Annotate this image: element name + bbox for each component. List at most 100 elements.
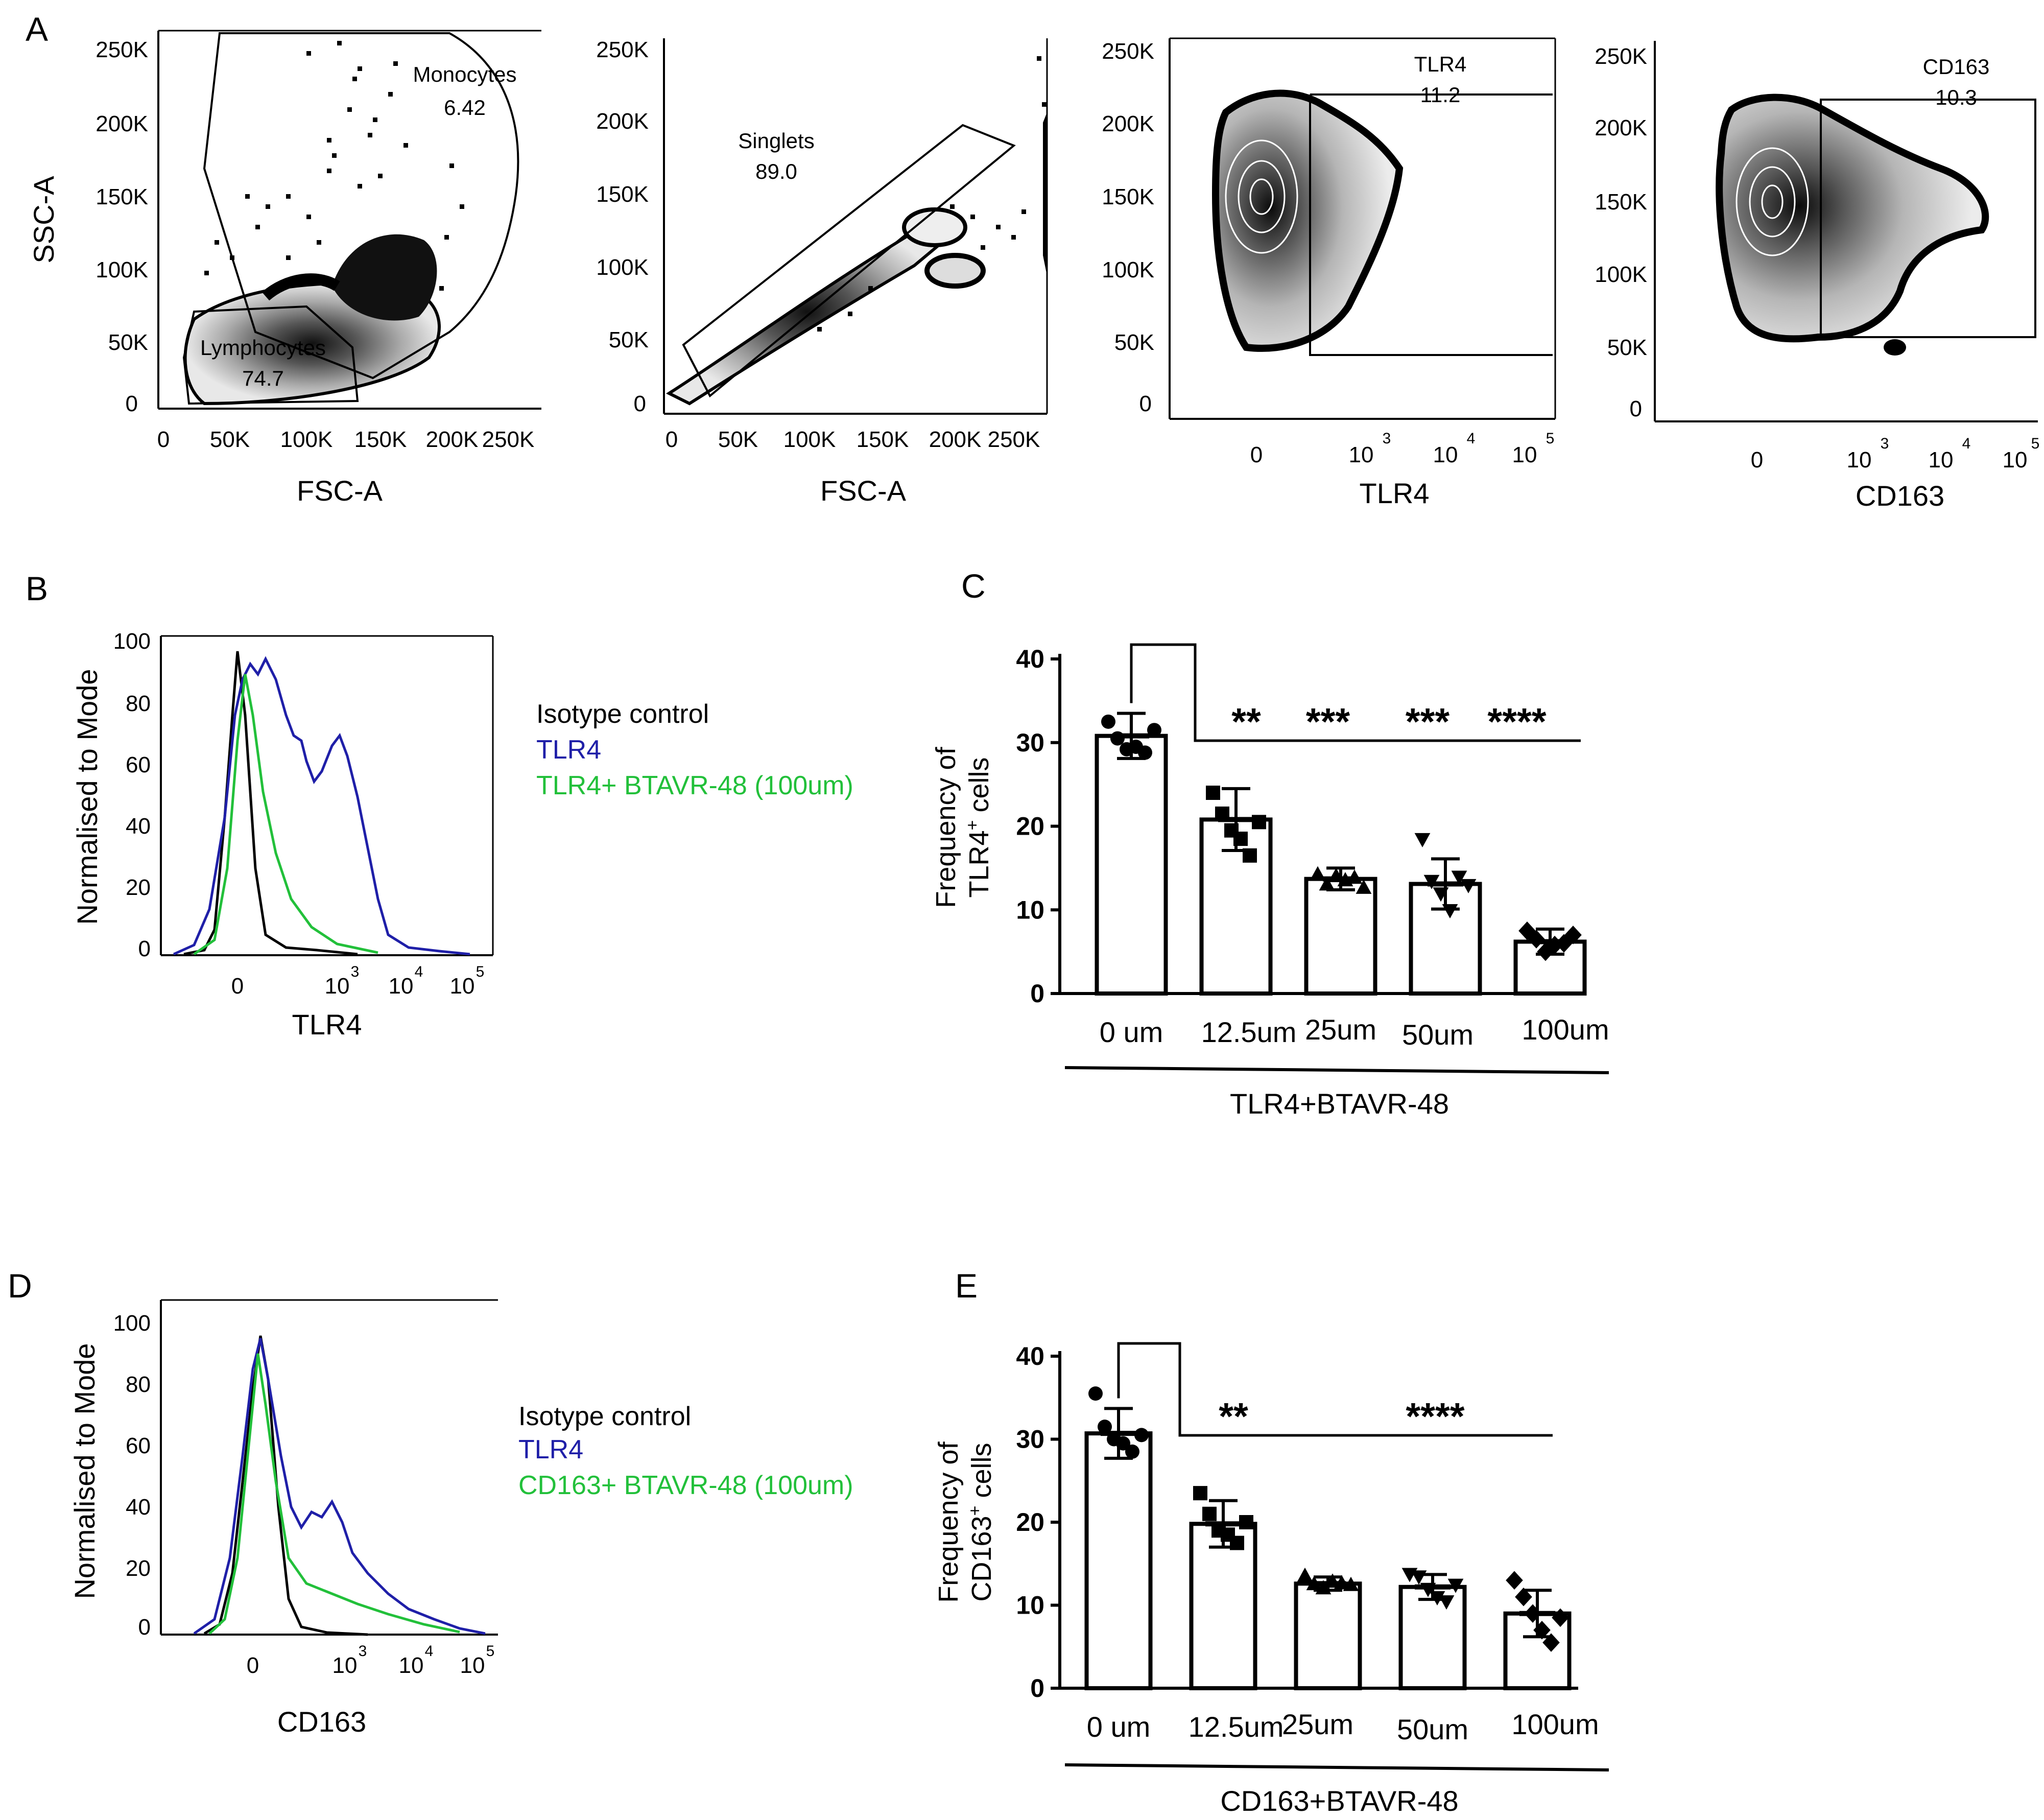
log-tick: 10 [450, 974, 475, 999]
legend-treated: CD163+ BTAVR-48 (100um) [518, 1471, 853, 1500]
data-point [1506, 1571, 1523, 1590]
histogram-cd163: 100 80 60 40 20 0 0 10 3 10 4 10 5 Norma… [68, 1299, 853, 1738]
data-point [1098, 1420, 1112, 1434]
category-label: 100um [1511, 1708, 1599, 1740]
data-point [1414, 833, 1431, 847]
ssc-tick: 250K [1102, 39, 1154, 64]
gate-label-monocytes: Monocytes [413, 62, 516, 86]
hist-y-tick: 100 [113, 1311, 151, 1336]
log-tick: 10 [1847, 447, 1872, 472]
data-point [1356, 879, 1372, 894]
fsc-tick: 100K [783, 427, 836, 452]
gating-plot-cd163: 250K 200K 150K 100K 50K 0 0 10 3 10 4 10… [1595, 41, 2039, 512]
category-label: 100um [1522, 1013, 1609, 1046]
group-underline [1064, 1763, 1609, 1771]
significance-stars: ** [1231, 700, 1261, 743]
group-label: TLR4+BTAVR-48 [1230, 1088, 1449, 1120]
fsc-tick: 250K [988, 427, 1040, 452]
log-tick: 0 [1751, 447, 1763, 472]
x-axis-label-tlr4: TLR4 [1360, 477, 1430, 509]
data-point [1147, 723, 1161, 738]
ssc-tick: 0 [634, 391, 646, 416]
log-tick: 10 [399, 1653, 424, 1678]
y-tick-label: 20 [1016, 1508, 1044, 1537]
ssc-ticks-1: 250K 200K 150K 100K 50K 0 [96, 37, 148, 416]
hist-y-tick: 0 [138, 936, 151, 961]
data-point [1239, 1515, 1253, 1529]
gate-label-singlets: Singlets [738, 129, 814, 153]
hist-y-tick: 80 [126, 691, 151, 716]
hist-x-label: CD163 [277, 1706, 366, 1738]
bar [1398, 1585, 1467, 1690]
ssc-tick: 0 [1630, 396, 1642, 421]
significance-stars: ** [1219, 1395, 1248, 1437]
x-axis-label-fsc-2: FSC-A [820, 475, 907, 507]
legend-isotype: Isotype control [536, 699, 709, 729]
significance-bracket [1130, 643, 1581, 742]
hist-x-label: TLR4 [292, 1008, 362, 1041]
gate-value-tlr4: 11.2 [1420, 83, 1461, 107]
log-tick: 10 [460, 1653, 485, 1678]
gating-plot-tlr4: 250K 200K 150K 100K 50K 0 0 10 3 10 4 10… [1102, 37, 1556, 509]
log-exp: 3 [1383, 430, 1391, 447]
panel-label-c: C [961, 567, 986, 605]
category-label: 0 um [1100, 1016, 1163, 1048]
hist-y-tick: 0 [138, 1615, 151, 1640]
log-exp: 5 [1546, 430, 1555, 447]
bar [1294, 1581, 1362, 1690]
ssc-tick: 100K [596, 255, 649, 280]
ssc-tick: 250K [96, 37, 148, 62]
panel-label-d: D [8, 1267, 32, 1305]
fsc-tick: 50K [718, 427, 758, 452]
ssc-tick: 150K [596, 182, 649, 207]
gate-label-cd163: CD163 [1923, 55, 1990, 79]
panel-label-e: E [955, 1267, 978, 1305]
log-exp: 5 [2031, 435, 2040, 452]
y-axis-label: Frequency of [933, 1441, 964, 1602]
hist-y-tick: 40 [126, 1495, 151, 1520]
log-exp: 4 [425, 1643, 434, 1660]
log-tick: 0 [231, 974, 244, 999]
y-tick-label: 10 [1016, 895, 1044, 924]
ssc-tick: 150K [96, 184, 148, 209]
y-tick-label: 0 [1030, 979, 1044, 1008]
data-point [1125, 1444, 1139, 1459]
data-point [1515, 1588, 1532, 1606]
log-tick: 10 [332, 1653, 358, 1678]
data-point [1101, 714, 1115, 729]
y-tick-label: 20 [1016, 812, 1044, 841]
legend-treated: TLR4+ BTAVR-48 (100um) [536, 771, 853, 800]
category-label: 50um [1402, 1019, 1473, 1051]
log-tick: 10 [1512, 442, 1537, 467]
hist-y-tick: 60 [126, 1433, 151, 1458]
log-exp: 4 [415, 963, 423, 980]
y-axis-label-ssc: SSC-A [28, 176, 60, 264]
log-exp: 4 [1962, 435, 1971, 452]
log-exp: 5 [476, 963, 485, 980]
panel-label-a: A [26, 10, 48, 48]
ssc-tick: 0 [1139, 391, 1152, 416]
significance-bracket [1117, 1342, 1553, 1437]
data-point [1134, 1428, 1149, 1443]
ssc-tick: 200K [596, 109, 649, 134]
gating-plot-fsc-ssc: 250K 200K 150K 100K 50K 0 0 50K 100K 150… [28, 30, 541, 507]
hist-y-tick: 60 [126, 752, 151, 777]
data-point [1411, 1570, 1427, 1585]
legend-isotype: Isotype control [518, 1402, 691, 1431]
y-tick-label: 40 [1016, 1342, 1044, 1370]
gating-plot-singlets: 250K 200K 150K 100K 50K 0 0 50K 100K 150… [596, 37, 1048, 507]
hist-y-tick: 20 [126, 1556, 151, 1581]
ssc-tick: 150K [1102, 184, 1154, 209]
ssc-tick: 200K [1595, 115, 1647, 140]
y-tick-label: 30 [1016, 728, 1044, 757]
x-axis-label-cd163: CD163 [1856, 480, 1944, 512]
category-label: 0 um [1087, 1711, 1151, 1743]
fsc-tick: 200K [426, 427, 479, 452]
category-label: 50um [1397, 1713, 1468, 1745]
tlr4-curve [193, 1338, 486, 1635]
y-axis-label: Frequency of [931, 746, 961, 908]
log-tick: 0 [1250, 442, 1263, 467]
significance-stars: *** [1306, 700, 1350, 743]
